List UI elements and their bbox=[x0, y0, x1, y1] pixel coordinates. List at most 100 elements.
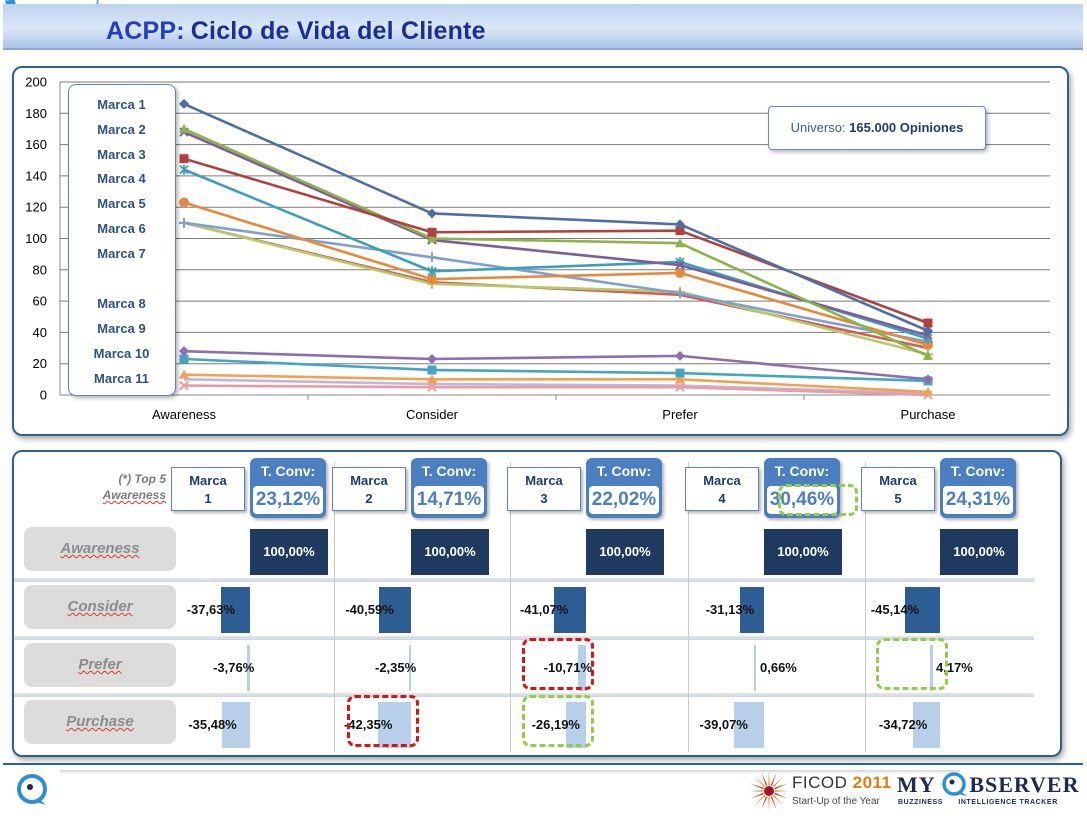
top5-label-line2: Awareness bbox=[102, 488, 166, 502]
brand-header-5: Marca 5 bbox=[861, 467, 935, 511]
sunburst-ray bbox=[770, 796, 777, 810]
conversion-value: 23,12% bbox=[253, 486, 323, 514]
row-label-consider: Consider bbox=[24, 585, 176, 629]
data-point bbox=[179, 369, 189, 379]
data-point bbox=[923, 374, 933, 385]
sunburst-ray bbox=[768, 771, 770, 786]
sunburst-ray bbox=[754, 794, 766, 806]
conversion-rate-box-5: T. Conv: 24,31% bbox=[940, 458, 1016, 518]
y-tick-label: 200 bbox=[25, 75, 47, 90]
row-label-text: Purchase bbox=[66, 713, 134, 730]
conversion-value: 22,02% bbox=[589, 486, 659, 514]
cell-value: -45,14% bbox=[870, 602, 920, 617]
y-tick-label: 100 bbox=[25, 231, 47, 246]
y-tick-label: 80 bbox=[33, 262, 47, 277]
series-line bbox=[183, 357, 929, 383]
data-point bbox=[427, 208, 437, 219]
data-point bbox=[923, 318, 933, 328]
cell-value: -42,35% bbox=[343, 717, 393, 732]
ficod-year: 2011 bbox=[852, 773, 892, 792]
title-text: Ciclo de Vida del Cliente bbox=[190, 17, 486, 45]
brand-label-line2: 1 bbox=[204, 491, 212, 506]
change-bar bbox=[912, 702, 940, 748]
y-tick-label: 0 bbox=[40, 388, 47, 403]
cell-value: -35,48% bbox=[188, 717, 237, 732]
page-title: ACPP: Ciclo de Vida del Cliente bbox=[106, 17, 486, 46]
data-point bbox=[923, 350, 933, 360]
data-point bbox=[179, 354, 189, 364]
data-point bbox=[427, 274, 437, 285]
series-line bbox=[183, 373, 929, 394]
legend-entry: Marca 10 bbox=[93, 346, 150, 361]
cell-value: -2,35% bbox=[375, 660, 417, 675]
legend-entry: Marca 7 bbox=[97, 246, 146, 261]
brand-label-line2: 4 bbox=[718, 491, 726, 506]
myobserver-tagline-1: BUZZINESS bbox=[898, 799, 944, 806]
awareness-bar bbox=[764, 529, 842, 575]
data-point bbox=[675, 382, 685, 392]
data-point bbox=[675, 288, 685, 299]
brand-header-3: Marca 3 bbox=[507, 467, 581, 511]
data-point bbox=[923, 325, 933, 336]
brand-label-line1: Marca bbox=[879, 473, 917, 488]
myobserver-rest: BSERVER bbox=[969, 772, 1080, 797]
cell-value: -37,63% bbox=[186, 602, 236, 617]
series-line bbox=[183, 127, 929, 358]
data-point bbox=[427, 233, 437, 243]
data-point bbox=[427, 382, 437, 392]
cell-value: -10,71% bbox=[543, 660, 593, 675]
cell-value: -3,76% bbox=[213, 660, 255, 675]
ficod-sunburst-icon bbox=[749, 771, 789, 811]
row-label-text: Consider bbox=[67, 598, 133, 615]
conversion-rate-box-3: T. Conv: 22,02% bbox=[586, 458, 662, 518]
row-separator bbox=[14, 636, 1034, 640]
sunburst-ray bbox=[770, 772, 777, 786]
change-bar bbox=[565, 702, 586, 748]
legend-entry: Marca 4 bbox=[97, 171, 146, 186]
brand-header-4: Marca 4 bbox=[685, 467, 759, 511]
change-bar bbox=[409, 645, 411, 691]
series-line bbox=[183, 201, 929, 347]
y-tick-label: 140 bbox=[25, 168, 47, 183]
sunburst-ray bbox=[772, 794, 784, 806]
conversion-label: T. Conv: bbox=[774, 463, 830, 479]
sunburst-ray bbox=[761, 772, 768, 786]
brand-label-line1: Marca bbox=[703, 473, 741, 488]
conversion-rate-box-1: T. Conv: 23,12% bbox=[250, 458, 326, 518]
data-point bbox=[427, 354, 437, 365]
footer-divider bbox=[3, 763, 1083, 765]
row-label-awareness: Awareness bbox=[24, 527, 176, 571]
x-tick-label: Awareness bbox=[152, 407, 217, 422]
ficod-subtitle: Start-Up of the Year bbox=[792, 796, 880, 807]
y-tick-label: 20 bbox=[33, 356, 47, 371]
legend-entry: Marca 3 bbox=[97, 147, 146, 162]
conversion-label: T. Conv: bbox=[950, 463, 1006, 479]
data-point bbox=[179, 217, 189, 228]
data-point bbox=[179, 98, 189, 109]
title-prefix: ACPP: bbox=[106, 17, 185, 45]
sunburst-ray bbox=[754, 776, 766, 788]
brand-label-line1: Marca bbox=[350, 473, 388, 488]
awareness-bar bbox=[250, 529, 328, 575]
data-point bbox=[179, 346, 189, 357]
legend-entry: Marca 1 bbox=[97, 97, 146, 112]
y-tick-label: 120 bbox=[25, 200, 47, 215]
sunburst-center bbox=[764, 786, 774, 796]
data-point bbox=[427, 227, 437, 237]
data-point bbox=[427, 365, 437, 375]
ficod-name: FICOD bbox=[792, 773, 853, 792]
sunburst-ray bbox=[750, 792, 764, 799]
series-line bbox=[183, 378, 929, 395]
data-point bbox=[675, 219, 685, 230]
legend-entry: Marca 6 bbox=[97, 221, 146, 236]
series-line bbox=[183, 221, 929, 356]
change-bar bbox=[930, 645, 934, 691]
cell-highlight bbox=[347, 695, 419, 747]
conversion-value: 24,31% bbox=[943, 486, 1013, 514]
myobserver-tagline: BUZZINESS INTELLIGENCE TRACKER bbox=[898, 799, 1058, 806]
cell-highlight bbox=[522, 695, 594, 747]
top5-label: (*) Top 5 Awareness bbox=[72, 471, 166, 503]
sunburst-ray bbox=[774, 783, 788, 790]
data-point bbox=[675, 226, 685, 236]
row-label-text: Prefer bbox=[78, 656, 122, 673]
